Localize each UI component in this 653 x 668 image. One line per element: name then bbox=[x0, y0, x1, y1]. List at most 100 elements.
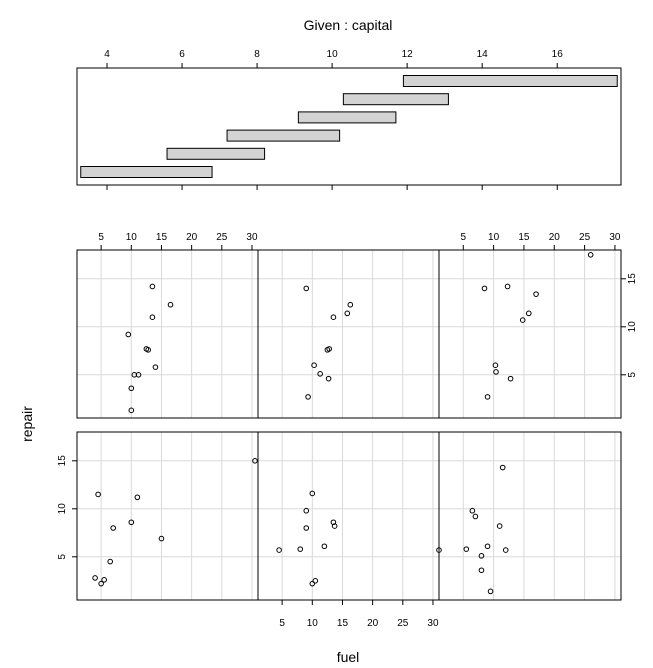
data-point bbox=[128, 385, 135, 392]
data-point bbox=[330, 314, 337, 321]
data-point bbox=[92, 575, 98, 581]
data-point bbox=[317, 371, 323, 377]
scatter-panel bbox=[439, 432, 621, 600]
panel-frame bbox=[257, 249, 440, 419]
scatter-panel bbox=[439, 250, 621, 418]
scatter-panel bbox=[77, 250, 258, 418]
x-tick-label-bottom: 20 bbox=[367, 618, 379, 629]
data-point bbox=[481, 285, 488, 292]
data-point bbox=[525, 310, 532, 317]
panel-frame bbox=[76, 431, 259, 601]
scatter-panels: 5 10 15 20 25 30 5 10 15 20 25 30 5 10 15 20 25 30 5 10 15 5 1… bbox=[57, 232, 638, 629]
given-tick-label: 10 bbox=[327, 49, 339, 60]
x-tick-label-top: 5 bbox=[460, 232, 466, 243]
data-point bbox=[303, 525, 310, 531]
given-interval-bar bbox=[80, 166, 213, 178]
given-interval-bar bbox=[402, 75, 618, 87]
x-tick-label-top: 5 bbox=[98, 232, 104, 243]
y-tick-label-right: 5 bbox=[627, 372, 638, 378]
data-point bbox=[145, 347, 151, 353]
data-point bbox=[321, 543, 328, 550]
y-tick-label-right: 15 bbox=[627, 273, 638, 285]
scatter-panel bbox=[258, 432, 439, 600]
data-point bbox=[478, 553, 485, 559]
given-tick-label: 4 bbox=[104, 49, 110, 60]
x-tick-label-bottom: 30 bbox=[427, 618, 439, 629]
x-tick-label-bottom: 5 bbox=[279, 618, 285, 629]
data-point bbox=[125, 331, 132, 338]
y-tick-label-left: 5 bbox=[57, 554, 68, 560]
y-tick-label-left: 10 bbox=[57, 503, 68, 515]
x-tick-label-top: 30 bbox=[609, 232, 621, 243]
x-tick-label-top: 15 bbox=[518, 232, 530, 243]
x-tick-label-bottom: 15 bbox=[337, 618, 349, 629]
data-point bbox=[135, 372, 142, 378]
x-tick-label-top: 15 bbox=[156, 232, 168, 243]
panel-frame bbox=[76, 249, 259, 419]
data-point bbox=[252, 458, 258, 464]
data-point bbox=[276, 547, 282, 553]
data-point bbox=[309, 490, 316, 497]
panel-frame bbox=[438, 249, 622, 419]
data-point bbox=[128, 519, 135, 526]
data-point bbox=[499, 464, 506, 471]
scatter-panel bbox=[258, 250, 439, 418]
y-tick-label-right: 10 bbox=[627, 321, 638, 333]
given-tick-label: 8 bbox=[254, 49, 260, 60]
data-point bbox=[101, 577, 107, 583]
given-tick-label: 14 bbox=[477, 49, 489, 60]
given-tick-label: 16 bbox=[552, 49, 564, 60]
data-point bbox=[484, 394, 491, 400]
data-point bbox=[502, 547, 509, 553]
panel-frame bbox=[438, 431, 622, 601]
data-point bbox=[469, 507, 476, 514]
data-point bbox=[149, 283, 156, 290]
given-tick-label: 12 bbox=[402, 49, 414, 60]
x-tick-label-bottom: 10 bbox=[307, 618, 319, 629]
data-point bbox=[504, 283, 511, 290]
chart-title: Given : capital bbox=[304, 17, 393, 33]
data-point bbox=[326, 346, 332, 352]
given-interval-bar bbox=[297, 111, 397, 124]
scatter-panel bbox=[77, 432, 258, 600]
given-tick-label: 6 bbox=[179, 49, 185, 60]
data-point bbox=[507, 375, 514, 382]
data-point bbox=[149, 314, 156, 321]
data-point bbox=[493, 369, 499, 375]
x-axis-label: fuel bbox=[337, 649, 360, 665]
data-point bbox=[134, 494, 141, 501]
data-point bbox=[305, 394, 311, 400]
data-point bbox=[533, 291, 539, 297]
data-point bbox=[472, 513, 479, 520]
x-tick-label-top: 25 bbox=[579, 232, 591, 243]
x-tick-label-top: 10 bbox=[488, 232, 500, 243]
x-tick-label-top: 10 bbox=[126, 232, 138, 243]
data-point bbox=[492, 362, 499, 369]
given-interval-bar bbox=[226, 129, 341, 142]
given-panel: 4 6 8 10 12 14 16 bbox=[76, 49, 622, 190]
x-tick-label-top: 30 bbox=[246, 232, 258, 243]
x-tick-label-top: 25 bbox=[216, 232, 228, 243]
panel-frame bbox=[257, 431, 440, 601]
data-point bbox=[496, 523, 503, 529]
data-point bbox=[303, 507, 310, 514]
data-point bbox=[312, 578, 319, 584]
x-tick-label-top: 20 bbox=[549, 232, 561, 243]
given-interval-bar bbox=[166, 147, 266, 160]
data-point bbox=[158, 535, 165, 542]
data-point bbox=[98, 580, 104, 587]
data-point bbox=[344, 310, 351, 317]
data-point bbox=[303, 285, 310, 292]
data-point bbox=[325, 375, 332, 382]
data-point bbox=[487, 588, 494, 595]
data-point bbox=[128, 407, 135, 414]
x-tick-label-bottom: 25 bbox=[397, 618, 409, 629]
data-point bbox=[297, 546, 304, 552]
given-panel-frame bbox=[76, 67, 622, 186]
data-point bbox=[331, 523, 338, 529]
data-point bbox=[463, 546, 470, 552]
data-point bbox=[167, 301, 174, 308]
x-tick-label-top: 20 bbox=[186, 232, 198, 243]
data-point bbox=[311, 362, 317, 369]
data-point bbox=[478, 567, 485, 574]
